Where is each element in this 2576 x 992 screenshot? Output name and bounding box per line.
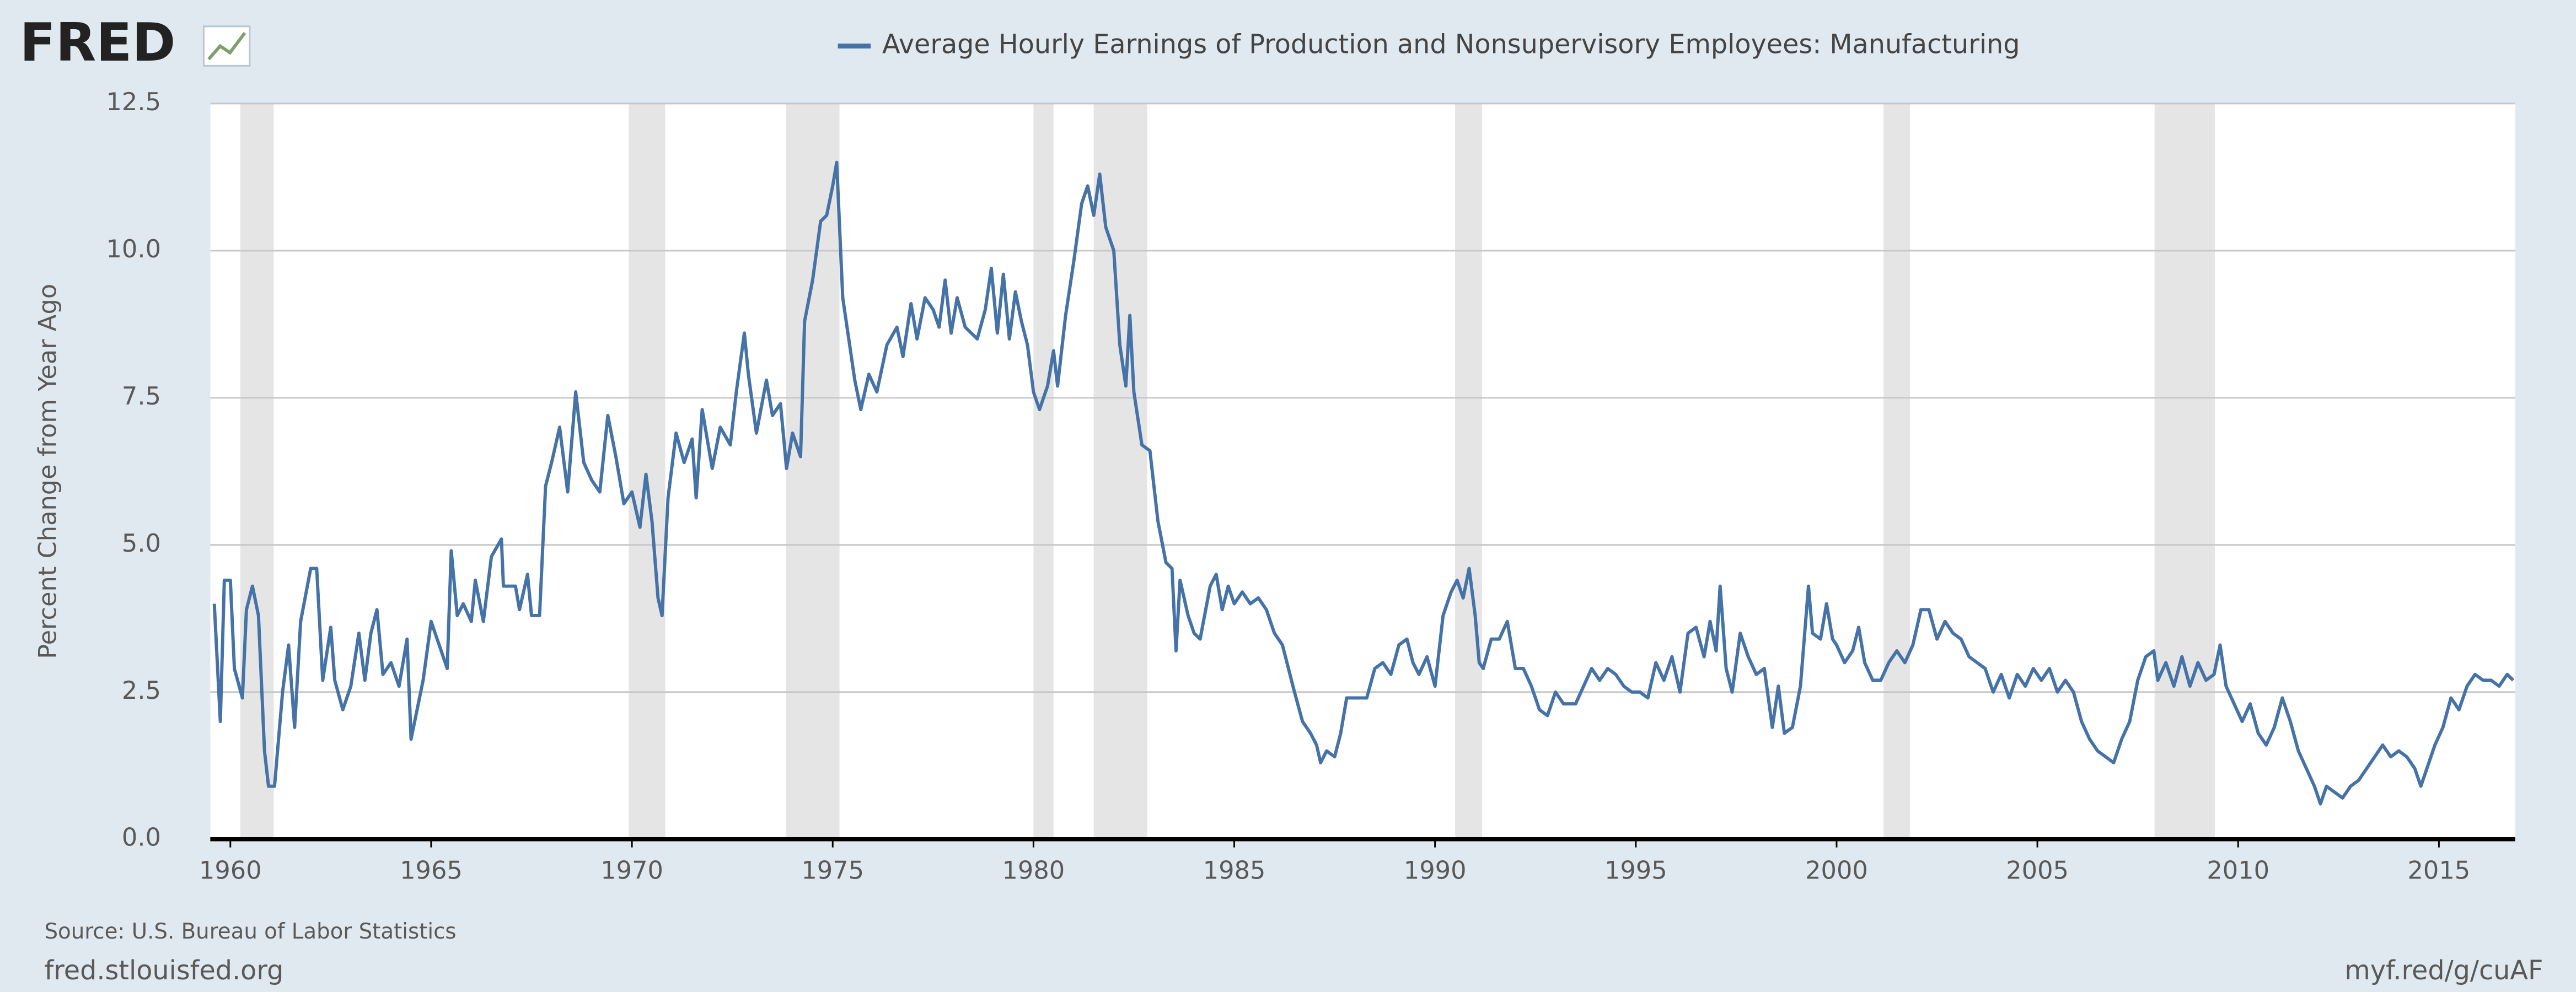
y-tick-label: 12.5 <box>106 88 162 116</box>
x-tick-label: 1975 <box>801 856 864 885</box>
footer-right: myf.red/g/cuAF <box>2344 956 2543 986</box>
recession-band <box>1033 103 1054 839</box>
recession-band <box>1883 103 1910 839</box>
x-tick-label: 2010 <box>2207 856 2269 885</box>
x-tick-label: 1980 <box>1002 856 1065 885</box>
x-tick-label: 2005 <box>2006 856 2069 885</box>
x-tick-label: 1990 <box>1404 856 1467 885</box>
recession-band <box>629 103 666 839</box>
logo-icon <box>202 25 251 67</box>
x-tick-label: 2015 <box>2408 856 2471 885</box>
y-tick-label: 7.5 <box>122 382 161 411</box>
y-axis-label: Percent Change from Year Ago <box>33 284 62 659</box>
recession-band <box>786 103 840 839</box>
x-tick-label: 1965 <box>400 856 463 885</box>
x-tick-label: 1995 <box>1604 856 1667 885</box>
x-tick-label: 1960 <box>199 856 262 885</box>
recession-band <box>1093 103 1147 839</box>
recession-band <box>1455 103 1482 839</box>
y-tick-label: 10.0 <box>106 235 162 263</box>
y-tick-label: 5.0 <box>122 529 161 558</box>
y-tick-label: 2.5 <box>122 676 161 705</box>
x-tick-label: 2000 <box>1805 856 1868 885</box>
footer-left: fred.stlouisfed.org <box>44 956 283 986</box>
recession-band <box>240 103 274 839</box>
data-line <box>212 160 2515 806</box>
x-tick-label: 1970 <box>600 856 663 885</box>
source: Source: U.S. Bureau of Labor Statistics <box>44 919 456 944</box>
y-tick-label: 0.0 <box>122 823 161 852</box>
legend-label: Average Hourly Earnings of Production an… <box>882 30 2020 60</box>
x-tick-label: 1985 <box>1203 856 1266 885</box>
logo: FRED <box>20 13 176 73</box>
recession-band <box>2154 103 2215 839</box>
